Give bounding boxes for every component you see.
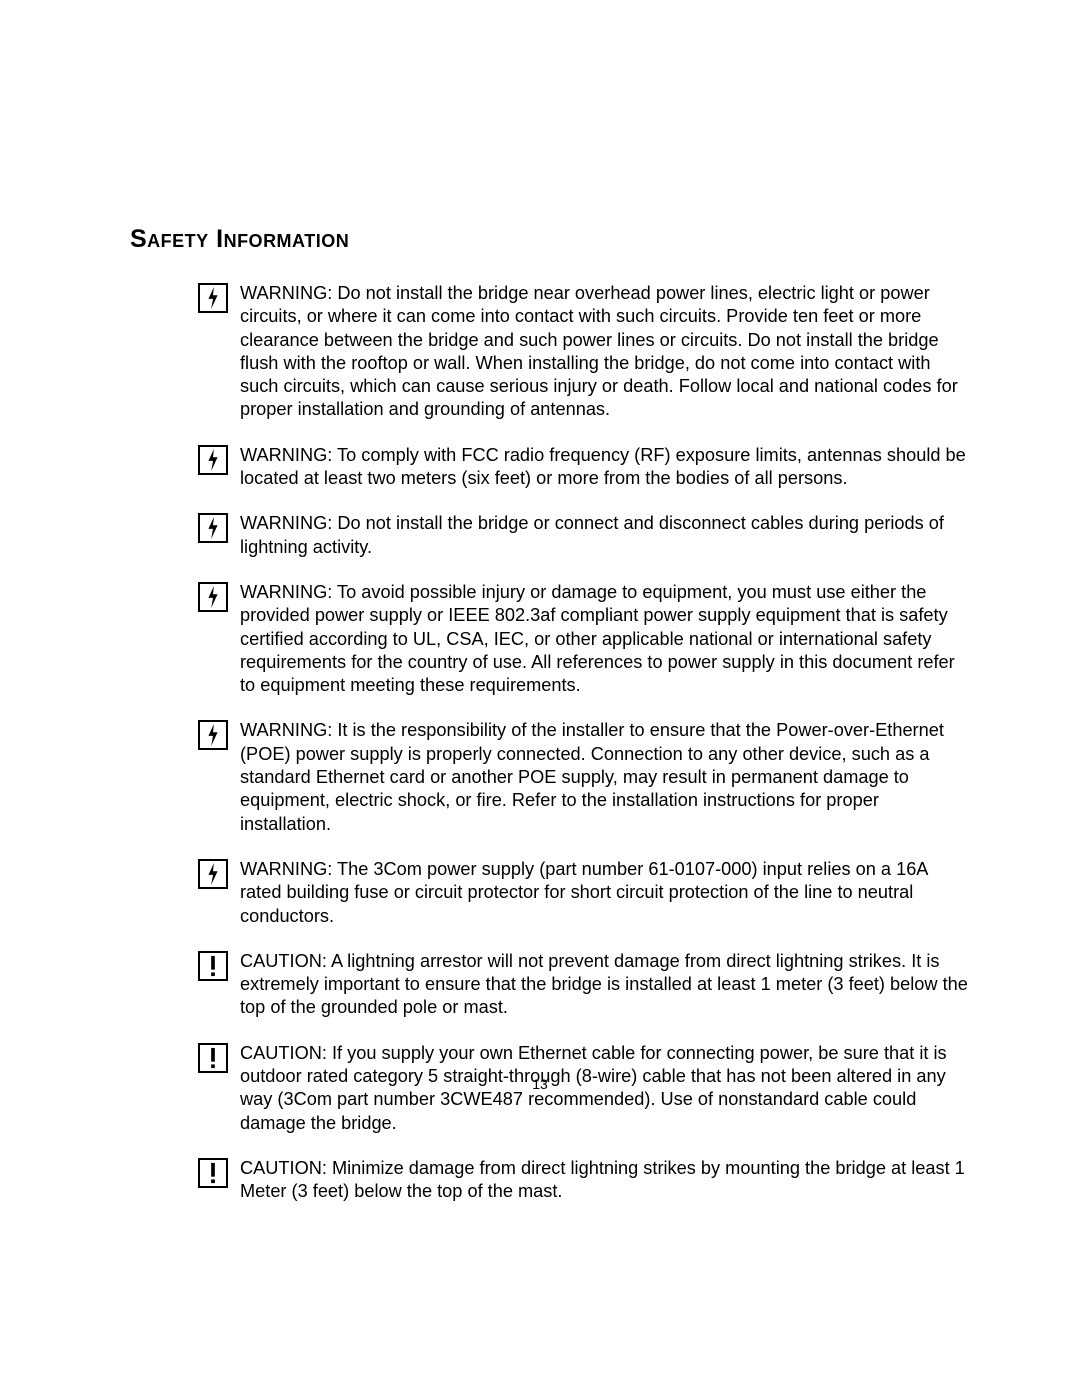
safety-item: WARNING: Do not install the bridge or co…: [198, 512, 970, 559]
safety-item: WARNING: The 3Com power supply (part num…: [198, 858, 970, 928]
safety-text: CAUTION: A lightning arrestor will not p…: [240, 950, 970, 1020]
safety-text: WARNING: Do not install the bridge near …: [240, 282, 970, 422]
body: Do not install the bridge near overhead …: [240, 283, 958, 419]
bolt-icon: [198, 720, 228, 750]
safety-item: WARNING: To avoid possible injury or dam…: [198, 581, 970, 697]
lead-label: CAUTION:: [240, 1043, 327, 1063]
bolt-icon: [198, 445, 228, 475]
page-number: 13: [0, 1076, 1080, 1092]
body: Do not install the bridge or connect and…: [240, 513, 944, 556]
lead-label: WARNING:: [240, 720, 332, 740]
lead-label: CAUTION:: [240, 1158, 327, 1178]
body: Minimize damage from direct lightning st…: [240, 1158, 965, 1201]
body: To comply with FCC radio frequency (RF) …: [240, 445, 966, 488]
body: It is the responsibility of the installe…: [240, 720, 944, 833]
safety-text: WARNING: To comply with FCC radio freque…: [240, 444, 970, 491]
body: The 3Com power supply (part number 61-01…: [240, 859, 927, 926]
safety-items: WARNING: Do not install the bridge near …: [198, 282, 970, 1204]
safety-text: WARNING: The 3Com power supply (part num…: [240, 858, 970, 928]
safety-text: WARNING: Do not install the bridge or co…: [240, 512, 970, 559]
body: A lightning arrestor will not prevent da…: [240, 951, 968, 1018]
exclaim-icon: [198, 951, 228, 981]
exclaim-icon: [198, 1158, 228, 1188]
safety-text: WARNING: To avoid possible injury or dam…: [240, 581, 970, 697]
safety-item: WARNING: Do not install the bridge near …: [198, 282, 970, 422]
safety-item: CAUTION: Minimize damage from direct lig…: [198, 1157, 970, 1204]
safety-text: WARNING: It is the responsibility of the…: [240, 719, 970, 835]
lead-label: WARNING:: [240, 445, 332, 465]
safety-text: CAUTION: Minimize damage from direct lig…: [240, 1157, 970, 1204]
lead-label: CAUTION:: [240, 951, 327, 971]
bolt-icon: [198, 283, 228, 313]
bolt-icon: [198, 582, 228, 612]
section-title: Safety Information: [130, 225, 970, 254]
lead-label: WARNING:: [240, 283, 332, 303]
body: To avoid possible injury or damage to eq…: [240, 582, 955, 695]
exclaim-icon: [198, 1043, 228, 1073]
lead-label: WARNING:: [240, 582, 332, 602]
safety-item: WARNING: To comply with FCC radio freque…: [198, 444, 970, 491]
lead-label: WARNING:: [240, 513, 332, 533]
safety-item: WARNING: It is the responsibility of the…: [198, 719, 970, 835]
bolt-icon: [198, 859, 228, 889]
document-page: Safety Information WARNING: Do not insta…: [0, 0, 1080, 1397]
bolt-icon: [198, 513, 228, 543]
lead-label: WARNING:: [240, 859, 332, 879]
safety-item: CAUTION: A lightning arrestor will not p…: [198, 950, 970, 1020]
